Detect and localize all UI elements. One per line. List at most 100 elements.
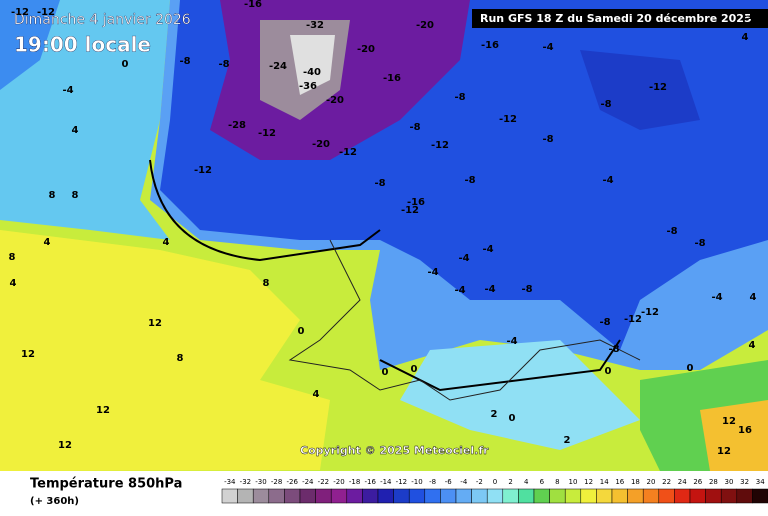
- scale-label: -22: [318, 478, 329, 486]
- scale-label: 32: [740, 478, 749, 486]
- contour-label: -12: [641, 307, 659, 318]
- contour-label: -8: [464, 175, 475, 186]
- scale-swatch: [393, 488, 410, 504]
- contour-label: 4: [44, 237, 51, 248]
- contour-label: 0: [298, 326, 305, 337]
- contour-label: -12: [11, 7, 29, 18]
- legend-title: Température 850hPa: [30, 477, 182, 492]
- contour-label: -12: [499, 114, 517, 125]
- contour-label: 8: [177, 353, 184, 364]
- scale-label: 8: [555, 478, 559, 486]
- mild-region: [400, 340, 640, 450]
- coastline: [288, 239, 641, 401]
- contour-label: 4: [163, 237, 170, 248]
- scale-swatch: [440, 488, 457, 504]
- scale-label: -14: [380, 478, 392, 486]
- contour-label: -8: [409, 122, 420, 133]
- scale-swatch: [346, 488, 363, 504]
- scale-swatch: [455, 488, 472, 504]
- contour-label: 8: [9, 252, 16, 263]
- contour-label: 4: [72, 125, 79, 136]
- scale-swatch: [518, 488, 535, 504]
- scale-label: 6: [540, 478, 545, 486]
- scale-label: 20: [647, 478, 656, 486]
- scale-label: -16: [364, 478, 376, 486]
- scale-swatch: [580, 488, 597, 504]
- contour-label: -4: [542, 42, 553, 53]
- contour-label: 0: [411, 364, 418, 375]
- arctic-core: [290, 35, 335, 95]
- scale-swatch: [689, 488, 706, 504]
- scale-label: 12: [584, 478, 593, 486]
- contour-label: -8: [694, 238, 705, 249]
- scale-swatch: [627, 488, 644, 504]
- scale-label: -34: [224, 478, 236, 486]
- scale-swatch: [674, 488, 691, 504]
- contour-label: -4: [427, 267, 438, 278]
- scale-label: -10: [411, 478, 422, 486]
- scale-label: 0: [493, 478, 497, 486]
- contour-label: 12: [96, 405, 110, 416]
- contour-label: 0: [382, 367, 389, 378]
- warm-region: [700, 400, 768, 471]
- scale-label: 14: [600, 478, 609, 486]
- contour-label: 0: [509, 413, 516, 424]
- contour-label: 16: [738, 425, 752, 436]
- scale-swatch: [237, 488, 254, 504]
- contour-label: -4: [506, 336, 517, 347]
- contour-label: -32: [306, 20, 324, 31]
- contour-label: -8: [599, 317, 610, 328]
- warm-region: [0, 230, 330, 471]
- scale-label: 26: [693, 478, 702, 486]
- contour-label: -8: [608, 344, 619, 355]
- scale-swatch: [486, 488, 504, 504]
- contour-label: 8: [263, 278, 270, 289]
- zero-isotherm: [149, 159, 381, 262]
- scale-label: 2: [508, 478, 512, 486]
- scale-swatch: [611, 488, 628, 504]
- scale-swatch: [564, 488, 582, 504]
- contour-label: 8: [72, 190, 79, 201]
- scale-swatch: [408, 488, 426, 504]
- scale-label: -20: [333, 478, 344, 486]
- scale-label: -30: [255, 478, 266, 486]
- scale-label: 24: [678, 478, 687, 486]
- contour-label: -12: [743, 11, 761, 22]
- contour-label: -40: [303, 67, 321, 78]
- scale-label: 30: [725, 478, 734, 486]
- contour-label: 2: [491, 409, 498, 420]
- scale-swatch: [705, 488, 722, 504]
- contour-label: -12: [194, 165, 212, 176]
- scale-label: -26: [286, 478, 298, 486]
- scale-label: 34: [756, 478, 765, 486]
- scale-swatch: [268, 488, 285, 504]
- contour-label: -8: [179, 56, 190, 67]
- contour-label: -20: [416, 20, 434, 31]
- scale-label: 10: [569, 478, 578, 486]
- contour-label: 12: [21, 349, 35, 360]
- contour-label: -4: [62, 85, 73, 96]
- contour-label: -8: [218, 59, 229, 70]
- contour-label: -4: [458, 253, 469, 264]
- scale-label: -4: [460, 478, 468, 486]
- scale-swatch: [471, 488, 488, 504]
- scale-swatch: [362, 488, 379, 504]
- scale-swatch: [549, 488, 566, 504]
- contour-label: -8: [666, 226, 677, 237]
- legend-lead: (+ 360h): [30, 496, 79, 507]
- contour-label: -28: [228, 120, 246, 131]
- scale-label: -18: [349, 478, 360, 486]
- scale-label: -32: [240, 478, 251, 486]
- contour-label: -4: [484, 284, 495, 295]
- contour-label: -12: [401, 205, 419, 216]
- contour-label: 4: [742, 32, 749, 43]
- contour-label: -16: [383, 73, 401, 84]
- scale-swatch: [502, 488, 519, 504]
- forecast-time: 19:00 locale: [14, 33, 151, 57]
- scale-swatch: [533, 488, 550, 504]
- scale-swatch: [596, 488, 613, 504]
- scale-swatch: [424, 488, 441, 504]
- contour-label: -4: [482, 244, 493, 255]
- contour-label: 4: [313, 389, 320, 400]
